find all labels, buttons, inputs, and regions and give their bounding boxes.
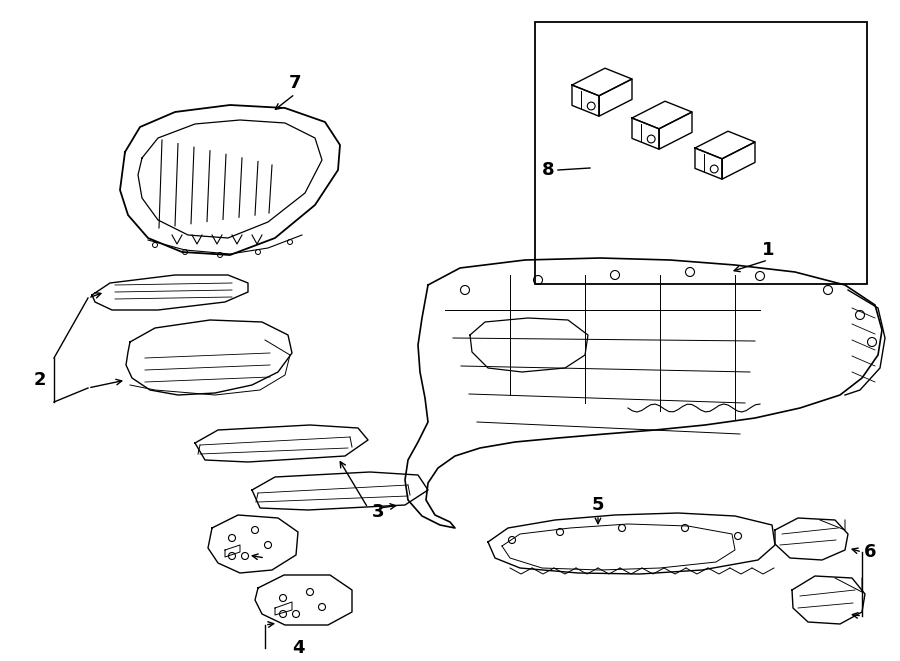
Text: 6: 6 — [864, 543, 877, 561]
Bar — [535, 22, 867, 284]
Text: 3: 3 — [372, 503, 384, 521]
Text: 2: 2 — [34, 371, 46, 389]
Text: 8: 8 — [542, 161, 554, 179]
Text: 7: 7 — [289, 74, 302, 92]
Text: 5: 5 — [592, 496, 604, 514]
Text: 1: 1 — [761, 241, 774, 259]
Text: 4: 4 — [292, 639, 304, 657]
